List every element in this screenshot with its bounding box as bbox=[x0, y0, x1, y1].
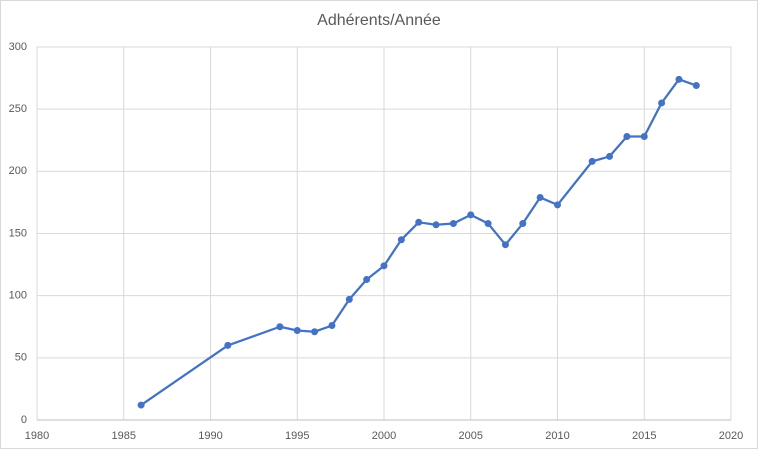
marker bbox=[137, 401, 145, 409]
x-tick-label: 2020 bbox=[719, 430, 743, 442]
marker bbox=[484, 220, 492, 228]
x-tick-label: 1980 bbox=[25, 430, 49, 442]
y-tick-label: 150 bbox=[9, 227, 27, 239]
marker bbox=[675, 75, 683, 83]
y-tick-label: 250 bbox=[9, 103, 27, 115]
marker bbox=[293, 326, 301, 334]
marker bbox=[432, 221, 440, 229]
chart-title: Adhérents/Année bbox=[317, 12, 441, 29]
marker bbox=[449, 220, 457, 228]
marker bbox=[415, 218, 423, 226]
marker bbox=[397, 236, 405, 244]
marker bbox=[345, 295, 353, 303]
marker bbox=[328, 322, 336, 330]
marker bbox=[467, 211, 475, 219]
marker bbox=[588, 157, 596, 165]
x-tick-label: 1990 bbox=[198, 430, 222, 442]
marker bbox=[363, 276, 371, 284]
x-tick-label: 2000 bbox=[372, 430, 396, 442]
y-tick-label: 100 bbox=[9, 290, 27, 302]
marker bbox=[224, 341, 232, 349]
marker bbox=[380, 262, 388, 270]
marker bbox=[692, 82, 700, 90]
y-tick-label: 300 bbox=[9, 41, 27, 53]
marker bbox=[501, 241, 509, 249]
x-tick-label: 1995 bbox=[285, 430, 309, 442]
marker bbox=[519, 220, 527, 228]
marker bbox=[640, 133, 648, 141]
x-tick-label: 2005 bbox=[459, 430, 483, 442]
x-tick-label: 1985 bbox=[112, 430, 136, 442]
marker bbox=[276, 323, 284, 331]
x-tick-label: 2015 bbox=[632, 430, 656, 442]
y-tick-label: 200 bbox=[9, 165, 27, 177]
y-tick-label: 0 bbox=[21, 414, 27, 426]
marker bbox=[623, 133, 631, 141]
marker bbox=[606, 152, 614, 160]
marker bbox=[658, 99, 666, 107]
x-tick-label: 2010 bbox=[545, 430, 569, 442]
marker bbox=[311, 328, 319, 336]
marker bbox=[554, 201, 561, 209]
marker bbox=[536, 193, 544, 201]
y-tick-label: 50 bbox=[15, 352, 27, 364]
